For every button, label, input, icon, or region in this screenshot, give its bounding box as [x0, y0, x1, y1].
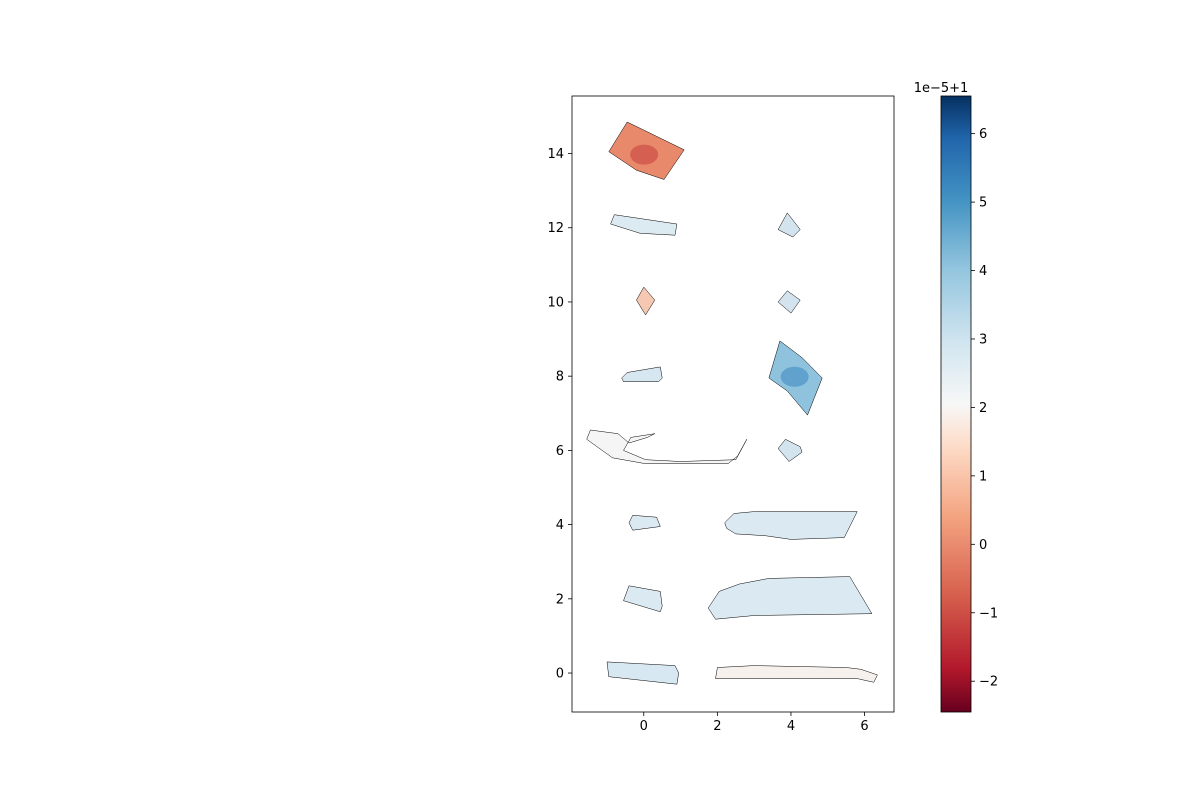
x-tick-label: 6: [860, 719, 868, 734]
y-tick-label: 0: [556, 667, 564, 682]
patch-0-3-shape: [621, 366, 663, 382]
patch-1-3-shape: [777, 438, 803, 462]
y-tick-label: 14: [547, 147, 564, 162]
colorbar-tick-label: 2: [979, 401, 987, 416]
patch-0-1-shape: [610, 214, 678, 236]
x-tick-label: 2: [713, 719, 721, 734]
patch-0-2-shape: [636, 286, 656, 316]
y-tick-label: 8: [556, 370, 564, 385]
patch-1-1-shape: [777, 290, 801, 314]
patch-0-7: [606, 661, 679, 685]
patch-1-2: [768, 340, 823, 416]
patch-0-2: [636, 286, 656, 316]
patch-0-5: [628, 515, 661, 531]
colorbar-gradient: [940, 95, 972, 713]
x-tick-label: 4: [787, 719, 795, 734]
colorbar-tick-label: 0: [979, 538, 987, 553]
patch-0-7-shape: [606, 661, 679, 685]
colorbar-ticks: −2 −1 0 1 2 3 4 5 6: [971, 127, 998, 690]
patch-0-1: [610, 214, 678, 236]
colorbar-tick-label: 1: [979, 469, 987, 484]
patch-1-6-shape: [715, 665, 878, 683]
y-tick-label: 10: [547, 295, 564, 310]
patch-1-1: [777, 290, 801, 314]
patch-0-0-hotspot: [630, 144, 659, 165]
y-tick-label: 2: [556, 592, 564, 607]
patch-1-6: [715, 665, 878, 683]
y-tick-label: 4: [556, 518, 564, 533]
patch-1-0: [777, 212, 801, 238]
colorbar-tick-label: −1: [979, 606, 998, 621]
patch-0-4: [586, 429, 748, 464]
patch-0-6-shape: [623, 585, 663, 613]
patch-1-5: [707, 576, 873, 620]
plot-frame: [571, 95, 895, 713]
patch-1-4: [724, 511, 858, 540]
map-axes: 0 2 4 6 0 2 4 6 8 10 12 14: [547, 95, 895, 734]
patch-0-3: [621, 366, 663, 382]
y-tick-label: 12: [547, 221, 564, 236]
patch-0-6: [623, 585, 663, 613]
colorbar-offset-label: 1e−5+1: [914, 81, 969, 96]
patch-1-2-hotspot: [780, 366, 809, 387]
x-tick-label: 0: [640, 719, 648, 734]
patch-0-4-shape: [586, 429, 748, 464]
colorbar-tick-label: 5: [979, 196, 987, 211]
patch-1-5-shape: [707, 576, 873, 620]
patch-1-4-shape: [724, 511, 858, 540]
x-axis: 0 2 4 6: [640, 712, 869, 734]
colorbar-tick-label: 3: [979, 332, 987, 347]
colorbar-tick-label: −2: [979, 675, 998, 690]
patch-1-0-shape: [777, 212, 801, 238]
y-tick-label: 6: [556, 444, 564, 459]
colorbar-tick-label: 6: [979, 127, 987, 142]
patch-0-0: [608, 121, 685, 180]
patch-0-5-shape: [628, 515, 661, 531]
pieces-layer: [586, 121, 878, 685]
y-axis: 0 2 4 6 8 10 12 14: [547, 147, 572, 682]
colorbar: 1e−5+1 −2 −1 0 1 2 3 4 5 6: [914, 81, 998, 713]
patch-1-3: [777, 438, 803, 462]
colorbar-tick-label: 4: [979, 264, 987, 279]
